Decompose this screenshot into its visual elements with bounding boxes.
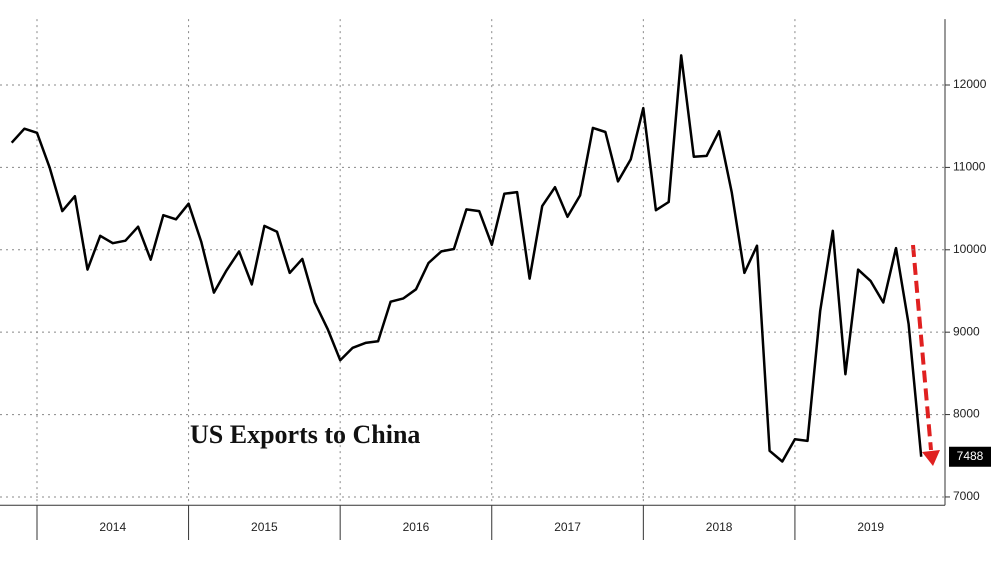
line [10,54,923,463]
annotation: US Exports to China [190,420,420,449]
x-tick-label: 2018 [706,520,733,534]
last-value-box [949,446,991,467]
arrow-head [922,450,940,466]
y-tick-label: 12000 [953,77,987,91]
x-tick-label: 2016 [403,520,430,534]
arrow-shaft [911,244,933,451]
x-tick-label: 2017 [554,520,581,534]
y-tick-label: 11000 [953,160,986,174]
x-tick-label: 2019 [857,520,884,534]
y-tick-label: 9000 [953,324,980,338]
last-value-label: 7488 [957,449,984,463]
x-tick-label: 2014 [99,520,126,534]
y-tick-label: 8000 [953,407,980,421]
x-tick-label: 2015 [251,520,278,534]
y-tick-label: 7000 [953,489,980,503]
trend-arrow [911,244,940,466]
y-tick-label: 10000 [953,242,987,256]
